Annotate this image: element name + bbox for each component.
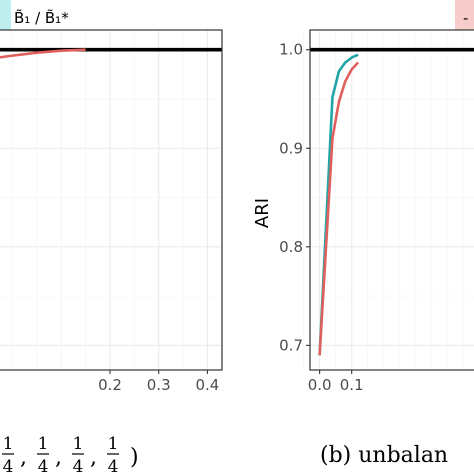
legend-label-red: - bbox=[463, 9, 468, 27]
right-caption: (b) unbalan bbox=[320, 443, 448, 468]
y-tick-label: 1.0 bbox=[279, 41, 303, 59]
fraction-denominator: 4 bbox=[38, 457, 49, 474]
fraction-numerator: 1 bbox=[3, 434, 14, 454]
x-tick-label: 0.1 bbox=[340, 376, 364, 394]
fraction-numerator: 1 bbox=[38, 434, 49, 454]
fraction-numerator: 1 bbox=[73, 434, 84, 454]
right-panel-border bbox=[309, 29, 474, 371]
legend-key-red bbox=[455, 0, 474, 30]
y-tick-label: 0.7 bbox=[279, 336, 303, 354]
x-tick-label: 0.2 bbox=[98, 376, 122, 394]
fraction-numerator: 1 bbox=[108, 434, 119, 454]
y-axis-title: ARI bbox=[252, 198, 273, 228]
left-gridlines bbox=[0, 30, 222, 370]
fraction-denominator: 4 bbox=[3, 457, 14, 474]
legend: B̃₁ / B̃₁* - bbox=[0, 0, 474, 30]
fraction-separator: , bbox=[55, 445, 62, 470]
left-panel: 0.2 0.3 0.4 bbox=[0, 29, 223, 394]
series-line-0 bbox=[318, 53, 359, 356]
x-tick-label: 0.4 bbox=[195, 376, 219, 394]
x-tick-label: 0.3 bbox=[147, 376, 171, 394]
left-x-axis: 0.2 0.3 0.4 bbox=[98, 370, 219, 394]
left-panel-border bbox=[0, 29, 223, 371]
right-panel: 0.0 0.1 0.7 0.8 0.9 1.0 ARI bbox=[252, 29, 474, 394]
series-line-1 bbox=[318, 61, 360, 356]
left-series bbox=[0, 48, 86, 59]
series-line-0 bbox=[0, 48, 86, 59]
x-tick-label: 0.0 bbox=[308, 376, 332, 394]
y-tick-label: 0.8 bbox=[279, 238, 303, 256]
fraction-separator: , bbox=[20, 445, 27, 470]
legend-label-teal: B̃₁ / B̃₁* bbox=[14, 8, 69, 27]
fraction-denominator: 4 bbox=[108, 457, 119, 474]
right-series bbox=[318, 53, 360, 356]
caption-close-paren: ) bbox=[130, 445, 139, 470]
y-tick-label: 0.9 bbox=[279, 139, 303, 157]
legend-key-teal bbox=[0, 0, 11, 30]
right-y-axis: 0.7 0.8 0.9 1.0 bbox=[279, 41, 310, 354]
left-caption: 1 4, 1 4, 1 4, 1 4) bbox=[2, 434, 139, 474]
right-x-axis: 0.0 0.1 bbox=[308, 370, 364, 394]
fraction-denominator: 4 bbox=[73, 457, 84, 474]
fraction-separator: , bbox=[90, 445, 97, 470]
